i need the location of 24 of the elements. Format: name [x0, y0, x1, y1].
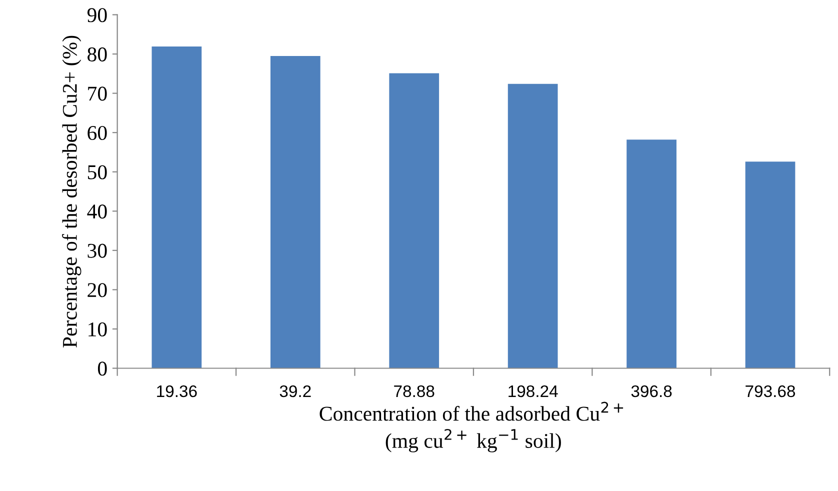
x-tick-label: 78.88 — [394, 385, 434, 398]
y-tick-label: 40 — [87, 204, 107, 219]
bar — [626, 140, 676, 368]
bar — [152, 46, 202, 368]
y-tick-label: 20 — [88, 283, 107, 298]
text: Concentration of the adsorbed Cu$^{2+}$ (mg cu$^{2+}$ kg$^{−1}$ soil) — [320, 402, 624, 452]
bar — [389, 73, 440, 368]
x-tick-label: 396.8 — [631, 385, 672, 398]
y-axis-title: Percentage of the desorbed Cu2+ (%) — [62, 36, 82, 348]
y-tick-label: 10 — [88, 322, 107, 336]
bar — [508, 84, 558, 368]
y-tick-label: 50 — [88, 165, 107, 180]
bar — [270, 56, 320, 368]
x-tick-label: 793.68 — [746, 385, 796, 398]
x-tick-label: 39.2 — [280, 385, 311, 398]
y-tick-label: 80 — [88, 47, 107, 62]
y-tick-label: 30 — [88, 244, 107, 258]
y-tick-label: 90 — [87, 8, 107, 22]
bar — [745, 162, 796, 368]
y-tick-label: 0 — [98, 362, 107, 376]
y-tick-label: 60 — [88, 126, 107, 140]
x-tick-label: 198.24 — [508, 385, 558, 398]
x-tick-label: 19.36 — [157, 385, 197, 398]
y-tick-label: 70 — [88, 86, 107, 101]
